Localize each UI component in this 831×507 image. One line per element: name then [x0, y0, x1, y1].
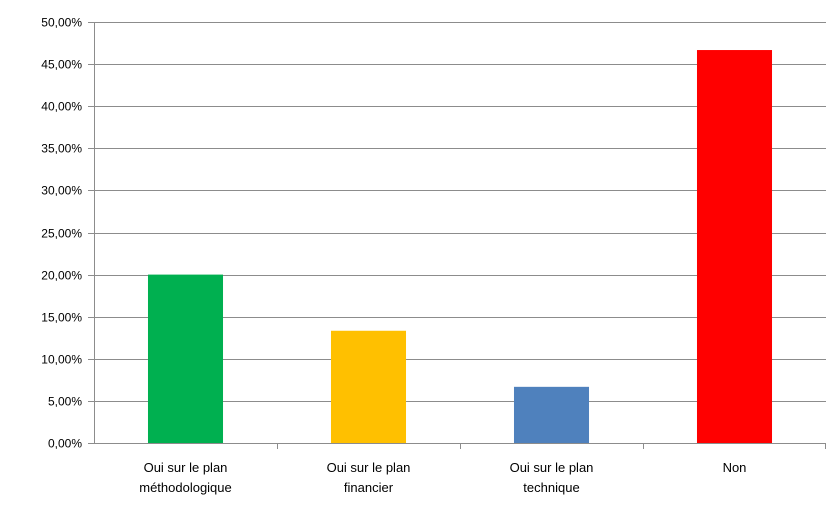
x-tick-label: Non [723, 460, 747, 475]
x-tick-label: technique [523, 480, 579, 495]
y-tick-label: 30,00% [41, 184, 82, 198]
y-tick-label: 40,00% [41, 100, 82, 114]
axes [88, 22, 826, 449]
x-tick-label: Oui sur le plan [327, 460, 411, 475]
y-tick-label: 45,00% [41, 58, 82, 72]
y-tick-label: 20,00% [41, 269, 82, 283]
y-tick-label: 0,00% [48, 437, 82, 451]
bar-2 [330, 330, 407, 443]
bars [147, 50, 773, 443]
x-tick-label: financier [344, 480, 394, 495]
y-tick-labels: 0,00% 5,00% 10,00% 15,00% 20,00% 25,00% 30,00%… [41, 16, 82, 451]
y-tick-label: 25,00% [41, 227, 82, 241]
x-tick-label: Oui sur le plan [144, 460, 228, 475]
y-tick-label: 35,00% [41, 142, 82, 156]
x-tick-label: méthodologique [139, 480, 232, 495]
x-tick-labels: Oui sur le plan méthodologique Oui sur le … [139, 460, 746, 495]
y-tick-label: 10,00% [41, 353, 82, 367]
bar-1 [147, 274, 224, 443]
y-tick-label: 50,00% [41, 16, 82, 30]
bar-4 [696, 50, 773, 443]
y-tick-label: 5,00% [48, 395, 82, 409]
y-tick-label: 15,00% [41, 311, 82, 325]
x-tick-label: Oui sur le plan [510, 460, 594, 475]
bar-3 [513, 386, 590, 443]
